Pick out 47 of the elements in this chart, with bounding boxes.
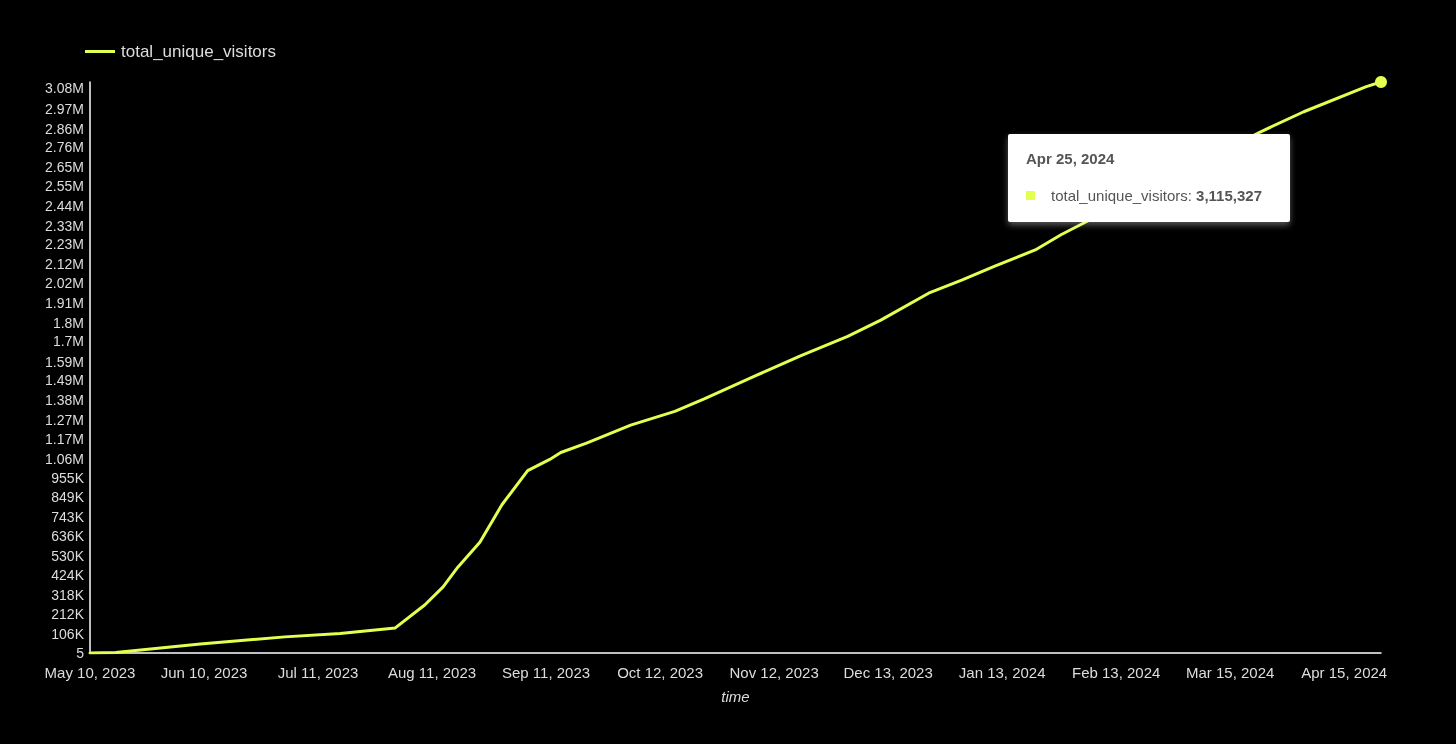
x-tick-label: Oct 12, 2023 bbox=[617, 664, 704, 681]
y-tick-label: 2.02M bbox=[45, 274, 84, 291]
x-tick-label: Dec 13, 2023 bbox=[843, 664, 933, 681]
x-tick-label: Sep 11, 2023 bbox=[502, 664, 591, 681]
annotation: Apr 25, 2024 bbox=[1026, 150, 1116, 167]
y-tick-label: 955K bbox=[51, 469, 85, 486]
y-tick-label: 2.65M bbox=[45, 159, 84, 176]
x-axis-title: time bbox=[721, 688, 750, 705]
y-tick-label: 1.17M bbox=[45, 430, 84, 447]
x-tick-label: Feb 13, 2024 bbox=[1071, 664, 1161, 681]
y-tick-label: 2.12M bbox=[45, 256, 84, 273]
annotation: total_unique_visitors: 3,115,327 bbox=[1051, 187, 1262, 204]
y-tick-label: 530K bbox=[51, 547, 85, 564]
y-tick-label: 106K bbox=[51, 625, 85, 642]
x-tick-label: Apr 15, 2024 bbox=[1301, 664, 1388, 681]
y-tick-label: 1.8M bbox=[52, 315, 84, 332]
y-tick-label: 2.55M bbox=[45, 177, 84, 194]
y-tick-label: 849K bbox=[51, 489, 85, 506]
x-tick-label: Aug 11, 2023 bbox=[387, 664, 477, 681]
y-tick-label: 636K bbox=[51, 528, 85, 545]
y-tick-label: 5 bbox=[76, 645, 85, 661]
y-tick-label: 1.38M bbox=[45, 392, 84, 409]
y-tick-label: 1.06M bbox=[45, 450, 84, 467]
x-tick-label: Jan 13, 2024 bbox=[958, 664, 1046, 681]
y-tick-label: 318K bbox=[51, 586, 85, 603]
y-tick-label: 1.7M bbox=[52, 333, 84, 350]
x-tick-label: Jun 10, 2023 bbox=[160, 664, 248, 681]
y-tick-label: 3.08M bbox=[45, 80, 84, 97]
x-tick-label: Mar 15, 2024 bbox=[1186, 664, 1275, 681]
x-tick-label: May 10, 2023 bbox=[44, 664, 136, 681]
y-tick-label: 2.97M bbox=[45, 100, 84, 117]
y-tick-label: 2.86M bbox=[45, 120, 84, 137]
y-tick-label: 2.23M bbox=[45, 236, 84, 253]
y-tick-label: 2.33M bbox=[45, 217, 84, 234]
y-tick-label: 1.59M bbox=[45, 353, 84, 370]
y-tick-label: 212K bbox=[51, 606, 85, 623]
y-tick-label: 2.76M bbox=[45, 139, 84, 156]
y-tick-label: 1.91M bbox=[45, 294, 84, 311]
y-tick-label: 743K bbox=[51, 508, 85, 525]
x-tick-label: Nov 12, 2023 bbox=[729, 664, 819, 681]
legend-label: total_unique_visitors bbox=[121, 42, 276, 61]
tooltip: Apr 25, 2024 total_unique_visitors: 3,115,327 bbox=[1008, 134, 1290, 222]
y-tick-label: 1.49M bbox=[45, 371, 84, 388]
x-tick-label: Jul 11, 2023 bbox=[277, 664, 359, 681]
y-tick-label: 424K bbox=[51, 567, 85, 584]
y-tick-label: 2.44M bbox=[45, 197, 84, 214]
y-tick-label: 1.27M bbox=[45, 412, 84, 429]
